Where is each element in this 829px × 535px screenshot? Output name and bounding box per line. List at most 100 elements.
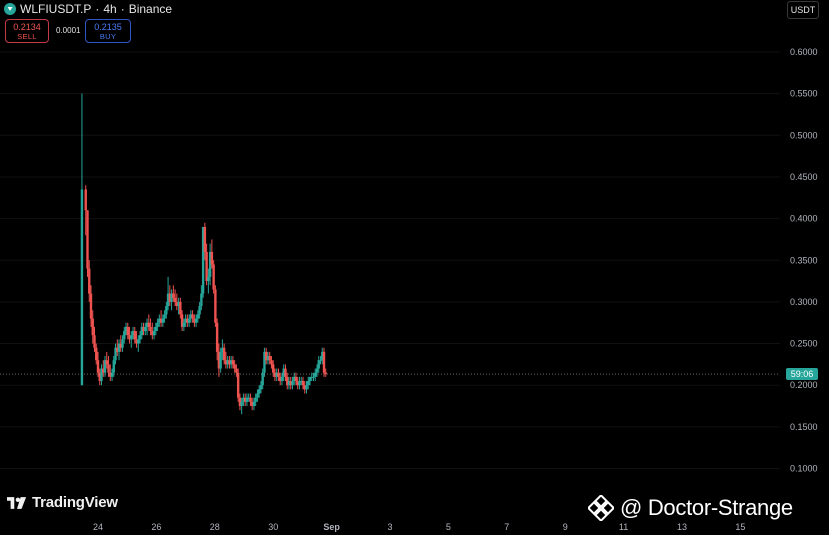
candle-body bbox=[256, 393, 259, 398]
candle-body bbox=[194, 318, 198, 323]
candle-body bbox=[270, 360, 273, 365]
candle-body bbox=[273, 372, 277, 377]
candle-body bbox=[166, 293, 170, 307]
candle-body bbox=[184, 318, 187, 323]
candle bbox=[226, 356, 229, 369]
candle-body bbox=[179, 301, 182, 315]
buy-button[interactable]: 0.2135 BUY bbox=[85, 19, 131, 43]
candle bbox=[109, 364, 112, 382]
candle bbox=[300, 376, 303, 386]
candle-body bbox=[254, 397, 257, 402]
candle bbox=[96, 351, 100, 377]
candle-body bbox=[207, 276, 210, 282]
x-tick-label: 26 bbox=[151, 522, 161, 532]
candle bbox=[277, 368, 280, 382]
candle-body bbox=[114, 347, 117, 361]
candle bbox=[128, 326, 131, 344]
candle-body bbox=[282, 368, 285, 377]
candle-body bbox=[250, 401, 254, 407]
candle bbox=[193, 314, 196, 327]
candle-body bbox=[154, 326, 158, 332]
candle-body bbox=[212, 264, 215, 290]
header-separator: · bbox=[95, 2, 100, 16]
candle bbox=[187, 314, 191, 327]
candle bbox=[138, 331, 142, 344]
candle-body bbox=[219, 351, 222, 369]
candle bbox=[301, 376, 305, 390]
candle-body bbox=[201, 226, 205, 294]
candle bbox=[250, 397, 254, 411]
candle-body bbox=[266, 356, 270, 361]
candle-body bbox=[91, 318, 94, 336]
x-tick-label: 15 bbox=[735, 522, 745, 532]
candle bbox=[221, 339, 224, 361]
candle bbox=[142, 322, 145, 336]
candle-body bbox=[268, 356, 271, 361]
candle bbox=[107, 356, 110, 377]
candle-body bbox=[215, 322, 219, 352]
sell-button[interactable]: 0.2134 SELL bbox=[5, 19, 49, 43]
candle bbox=[247, 393, 250, 402]
candle bbox=[252, 397, 256, 411]
candle bbox=[222, 343, 226, 365]
candle-body bbox=[165, 306, 168, 315]
candle bbox=[186, 314, 189, 327]
candle-body bbox=[144, 326, 147, 332]
candle-body bbox=[88, 268, 91, 294]
candle-body bbox=[205, 251, 208, 282]
candle-body bbox=[156, 322, 159, 327]
candle bbox=[203, 222, 207, 261]
candle-body bbox=[272, 364, 275, 373]
candle-body bbox=[286, 376, 289, 386]
candle bbox=[201, 226, 205, 298]
candle-body bbox=[102, 368, 105, 373]
candle bbox=[207, 268, 210, 294]
candle bbox=[117, 339, 121, 361]
candle bbox=[168, 285, 172, 307]
candle bbox=[249, 393, 252, 407]
candle-body bbox=[298, 381, 301, 386]
candle-body bbox=[128, 335, 131, 340]
grid-lines bbox=[0, 51, 780, 469]
candle bbox=[172, 285, 175, 302]
candle-body bbox=[126, 326, 129, 336]
candle-body bbox=[312, 376, 315, 378]
currency-button[interactable]: USDT bbox=[787, 1, 819, 19]
candle-body bbox=[293, 376, 296, 382]
candle bbox=[242, 393, 245, 407]
candle bbox=[112, 356, 115, 377]
candle-body bbox=[193, 318, 196, 323]
candle-body bbox=[275, 372, 278, 377]
candle-body bbox=[240, 401, 243, 407]
candle bbox=[175, 293, 179, 311]
candle-body bbox=[261, 372, 264, 386]
candle bbox=[312, 372, 315, 382]
candle bbox=[123, 326, 126, 344]
candle-body bbox=[229, 360, 233, 365]
candle bbox=[294, 372, 298, 386]
symbol-header[interactable]: WLFIUSDT.P · 4h · Binance bbox=[4, 2, 172, 16]
candle bbox=[275, 368, 278, 382]
sell-label: SELL bbox=[17, 32, 37, 41]
candle bbox=[282, 364, 285, 382]
candle bbox=[317, 356, 320, 373]
candle bbox=[256, 389, 259, 402]
candle bbox=[95, 343, 98, 365]
candle-body bbox=[151, 331, 154, 336]
sell-price: 0.2134 bbox=[13, 22, 41, 32]
candle-body bbox=[324, 372, 327, 375]
candle bbox=[156, 318, 159, 332]
candle-body bbox=[175, 301, 179, 307]
candle bbox=[324, 368, 327, 377]
candle-body bbox=[307, 381, 310, 386]
y-tick-label: 0.6000 bbox=[790, 47, 818, 57]
candle-body bbox=[137, 339, 140, 344]
tradingview-logo[interactable]: TradingView bbox=[7, 494, 118, 511]
candle-body bbox=[208, 251, 212, 277]
candle-body bbox=[305, 385, 308, 390]
spread-value: 0.0001 bbox=[56, 26, 81, 35]
candle-body bbox=[147, 322, 151, 327]
y-tick-label: 0.5000 bbox=[790, 130, 818, 140]
candle-body bbox=[187, 318, 191, 323]
